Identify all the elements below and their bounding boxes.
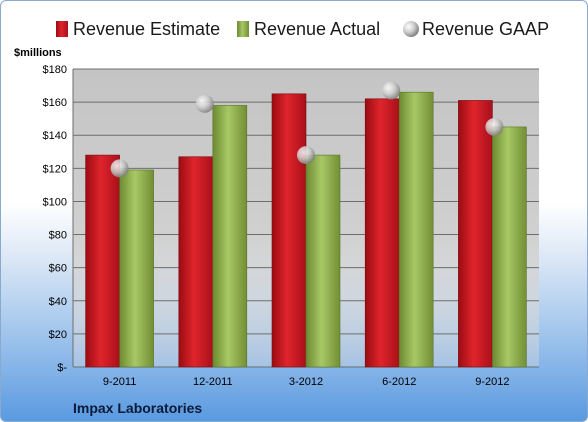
bar-revenue-actual [492, 126, 527, 368]
bar-revenue-actual [212, 105, 248, 368]
x-tick-label: 9-2012 [475, 376, 509, 388]
x-tick-label: 9-2011 [103, 376, 136, 388]
x-tick-label: 3-2012 [289, 376, 323, 388]
y-tick-label: $120 [43, 163, 67, 175]
legend-label-estimate: Revenue Estimate [73, 19, 220, 39]
bar-revenue-estimate [178, 156, 214, 368]
bar-revenue-estimate [364, 98, 400, 368]
y-tick-label: $20 [49, 329, 67, 341]
legend-swatch-gaap [403, 21, 419, 37]
legend-swatch-actual [237, 21, 249, 37]
y-tick-label: $- [57, 362, 67, 374]
gaap-markers [110, 81, 504, 178]
marker-revenue-gaap [195, 94, 214, 113]
y-tick-label: $140 [43, 130, 67, 142]
bar-revenue-actual [305, 154, 341, 368]
marker-revenue-gaap [110, 159, 129, 178]
y-axis-unit-label: $millions [14, 47, 62, 59]
marker-revenue-gaap [382, 81, 401, 100]
legend-swatch-estimate [56, 21, 68, 37]
marker-revenue-gaap [297, 146, 315, 165]
y-tick-label: $80 [49, 230, 67, 242]
y-tick-label: $40 [49, 296, 67, 308]
legend-label-actual: Revenue Actual [254, 19, 380, 39]
legend: Revenue Estimate Revenue Actual Revenue … [56, 19, 549, 39]
y-tick-label: $160 [43, 97, 67, 109]
y-axis-ticks: $- $20 $40 $60 $80 $100 $120 $140 $160 $180 [43, 64, 68, 374]
bar-revenue-actual [119, 169, 154, 368]
marker-revenue-gaap [485, 117, 504, 136]
bar-revenue-actual [398, 91, 434, 368]
y-tick-label: $60 [49, 263, 67, 275]
x-tick-label: 12-2011 [193, 376, 233, 388]
x-axis-ticks: 9-2011 12-2011 3-2012 6-2012 9-2012 [103, 376, 510, 388]
bar-revenue-estimate [271, 93, 307, 368]
bars [85, 91, 527, 368]
bar-revenue-estimate [458, 100, 493, 368]
x-tick-label: 6-2012 [382, 376, 416, 388]
legend-label-gaap: Revenue GAAP [422, 19, 549, 39]
y-tick-label: $100 [43, 196, 67, 208]
bar-revenue-estimate [85, 154, 120, 368]
y-tick-label: $180 [43, 64, 67, 76]
company-name: Impax Laboratories [73, 400, 202, 416]
